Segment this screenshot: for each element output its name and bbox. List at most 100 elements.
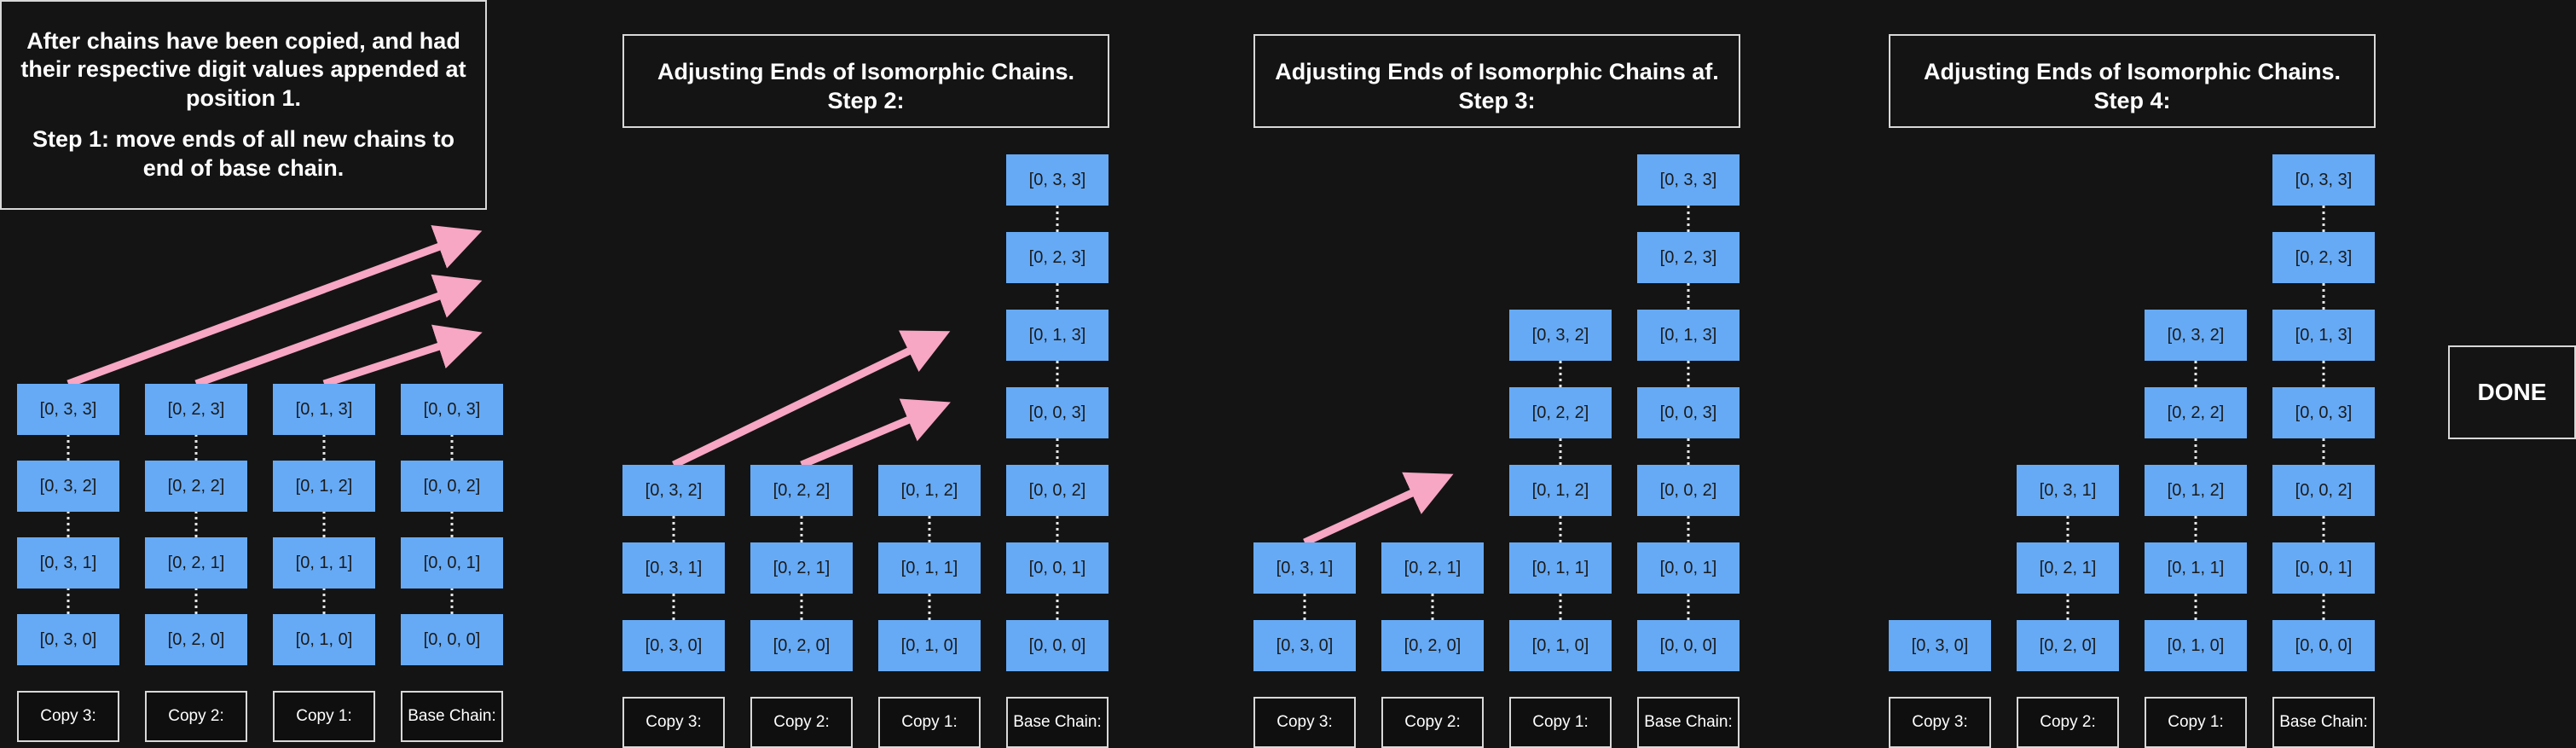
panel-title: Adjusting Ends of Isomorphic Chains. Step… — [622, 34, 1109, 128]
column-label: Copy 2: — [750, 697, 853, 748]
chain-node: [0, 3, 0] — [622, 620, 725, 671]
chain-node: [0, 1, 3] — [273, 384, 375, 435]
column-label: Base Chain: — [2272, 697, 2375, 748]
chain-node: [0, 2, 2] — [750, 465, 853, 516]
chain-node: [0, 1, 0] — [273, 614, 375, 665]
column-label: Copy 3: — [1253, 697, 1356, 748]
move-arrow — [800, 398, 951, 469]
panel-title: After chains have been copied, and had th… — [0, 0, 487, 210]
column-label: Copy 1: — [2145, 697, 2247, 748]
chain-node: [0, 0, 2] — [401, 461, 503, 512]
chain-node: [0, 0, 3] — [2272, 387, 2375, 438]
chain-node: [0, 2, 2] — [2145, 387, 2247, 438]
chain-node: [0, 1, 2] — [1509, 465, 1612, 516]
title-line: Adjusting Ends of Isomorphic Chains af. — [1275, 59, 1719, 85]
chain-node: [0, 3, 3] — [17, 384, 119, 435]
column-label: Copy 2: — [2017, 697, 2119, 748]
done-box: DONE — [2448, 345, 2576, 439]
title-line: Adjusting Ends of Isomorphic Chains. — [657, 59, 1075, 85]
chain-node: [0, 3, 2] — [1509, 310, 1612, 361]
chain-node: [0, 2, 1] — [750, 542, 853, 594]
column-label: Copy 1: — [1509, 697, 1612, 748]
title-line: Step 3: — [1458, 88, 1536, 113]
chain-node: [0, 0, 1] — [2272, 542, 2375, 594]
chain-node: [0, 3, 2] — [2145, 310, 2247, 361]
title-line: Step 1: move ends of all new chains to — [32, 125, 455, 152]
title-line: Adjusting Ends of Isomorphic Chains. — [1923, 59, 2342, 85]
chain-node: [0, 1, 3] — [1006, 310, 1109, 361]
chain-node: [0, 0, 0] — [1006, 620, 1109, 671]
chain-node: [0, 0, 3] — [401, 384, 503, 435]
move-arrow — [67, 225, 483, 388]
chain-node: [0, 2, 3] — [145, 384, 247, 435]
chain-node: [0, 1, 0] — [1509, 620, 1612, 671]
chain-node: [0, 1, 2] — [878, 465, 981, 516]
chain-node: [0, 1, 0] — [878, 620, 981, 671]
chain-node: [0, 0, 1] — [401, 537, 503, 589]
chain-node: [0, 0, 1] — [1637, 542, 1740, 594]
chain-node: [0, 2, 2] — [145, 461, 247, 512]
chain-node: [0, 0, 2] — [2272, 465, 2375, 516]
title-line: their respective digit values appended a… — [20, 56, 466, 83]
chain-node: [0, 1, 1] — [1509, 542, 1612, 594]
column-label: Copy 2: — [1381, 697, 1484, 748]
chain-node: [0, 2, 0] — [750, 620, 853, 671]
column-label: Copy 2: — [145, 691, 247, 742]
title-line: end of base chain. — [142, 154, 344, 181]
chain-node: [0, 3, 1] — [2017, 465, 2119, 516]
chain-node: [0, 3, 1] — [1253, 542, 1356, 594]
chain-node: [0, 1, 1] — [878, 542, 981, 594]
chain-node: [0, 1, 0] — [2145, 620, 2247, 671]
chain-node: [0, 1, 1] — [2145, 542, 2247, 594]
chain-node: [0, 0, 1] — [1006, 542, 1109, 594]
chain-node: [0, 0, 0] — [2272, 620, 2375, 671]
chain-node: [0, 2, 1] — [145, 537, 247, 589]
chain-node: [0, 2, 3] — [1006, 232, 1109, 283]
column-label: Copy 3: — [1889, 697, 1991, 748]
column-label: Copy 1: — [273, 691, 375, 742]
column-label: Copy 1: — [878, 697, 981, 748]
chain-node: [0, 3, 1] — [17, 537, 119, 589]
column-label: Copy 3: — [17, 691, 119, 742]
chain-node: [0, 3, 3] — [2272, 154, 2375, 206]
chain-node: [0, 3, 0] — [1889, 620, 1991, 671]
chain-node: [0, 0, 3] — [1006, 387, 1109, 438]
chain-node: [0, 0, 0] — [1637, 620, 1740, 671]
column-label: Base Chain: — [1637, 697, 1740, 748]
chain-node: [0, 0, 0] — [401, 614, 503, 665]
panel-title: Adjusting Ends of Isomorphic Chains. Step… — [1889, 34, 2376, 128]
chain-node: [0, 3, 0] — [17, 614, 119, 665]
chain-node: [0, 2, 0] — [1381, 620, 1484, 671]
chain-node: [0, 1, 2] — [2145, 465, 2247, 516]
chain-node: [0, 1, 1] — [273, 537, 375, 589]
title-line: After chains have been copied, and had — [26, 27, 460, 54]
chain-node: [0, 2, 0] — [145, 614, 247, 665]
title-line: Step 2: — [827, 88, 905, 113]
chain-node: [0, 2, 0] — [2017, 620, 2119, 671]
chain-node: [0, 3, 2] — [17, 461, 119, 512]
chain-node: [0, 3, 0] — [1253, 620, 1356, 671]
chain-node: [0, 2, 3] — [1637, 232, 1740, 283]
chain-node: [0, 3, 3] — [1637, 154, 1740, 206]
chain-node: [0, 0, 2] — [1637, 465, 1740, 516]
chain-node: [0, 0, 2] — [1006, 465, 1109, 516]
column-label: Base Chain: — [401, 691, 503, 742]
chain-node: [0, 2, 1] — [2017, 542, 2119, 594]
panel-title: Adjusting Ends of Isomorphic Chains af. S… — [1253, 34, 1740, 128]
chain-node: [0, 3, 3] — [1006, 154, 1109, 206]
chain-node: [0, 2, 1] — [1381, 542, 1484, 594]
chain-node: [0, 1, 2] — [273, 461, 375, 512]
title-line: position 1. — [186, 85, 301, 112]
move-arrow — [322, 324, 483, 388]
chain-node: [0, 1, 3] — [1637, 310, 1740, 361]
chain-node: [0, 3, 2] — [622, 465, 725, 516]
chain-node: [0, 2, 3] — [2272, 232, 2375, 283]
chain-node: [0, 3, 1] — [622, 542, 725, 594]
move-arrow — [672, 330, 951, 469]
move-arrow — [1303, 472, 1454, 547]
move-arrow — [194, 274, 483, 388]
column-label: Copy 3: — [622, 697, 725, 748]
title-line: Step 4: — [2093, 88, 2171, 113]
